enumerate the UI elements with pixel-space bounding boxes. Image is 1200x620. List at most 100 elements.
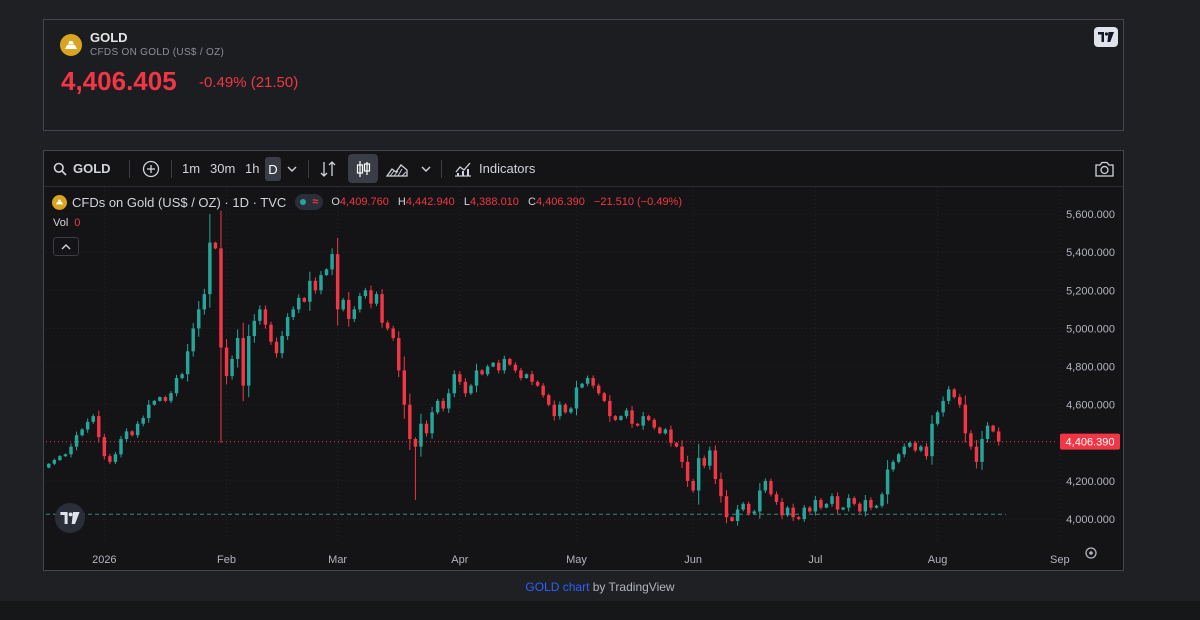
candle-body bbox=[219, 248, 223, 348]
collapse-legend-button[interactable] bbox=[53, 237, 79, 256]
candle-body bbox=[613, 416, 618, 420]
candle-body bbox=[230, 358, 234, 377]
candle-body bbox=[952, 389, 956, 398]
toolbar-divider bbox=[441, 160, 442, 178]
candle-body bbox=[585, 378, 590, 384]
x-tick-label: Sep bbox=[1050, 554, 1070, 566]
bar-replay-button[interactable] bbox=[320, 151, 336, 186]
interval-1h[interactable]: 1h bbox=[245, 161, 260, 176]
price-change: -0.49% (21.50) bbox=[199, 74, 299, 91]
interval-1m[interactable]: 1m bbox=[182, 161, 201, 176]
interval-dropdown[interactable] bbox=[287, 151, 297, 186]
low-label: L bbox=[463, 196, 470, 208]
candle-body bbox=[191, 328, 195, 352]
candle-body bbox=[724, 496, 729, 518]
candle-body bbox=[680, 446, 684, 462]
wave-icon: ≈ bbox=[312, 196, 319, 208]
candle-body bbox=[374, 294, 379, 304]
tradingview-badge-icon[interactable] bbox=[1094, 27, 1118, 47]
candle-body bbox=[308, 280, 312, 302]
candle-body bbox=[302, 297, 307, 302]
gold-chart-link[interactable]: GOLD chart bbox=[525, 580, 590, 594]
candle-body bbox=[158, 397, 162, 401]
candle-body bbox=[908, 442, 912, 447]
candle-body bbox=[124, 431, 129, 440]
candle-body bbox=[391, 328, 395, 338]
candle-body bbox=[524, 374, 529, 379]
candles-button[interactable] bbox=[348, 154, 378, 183]
candle-body bbox=[208, 242, 212, 295]
candle-body bbox=[969, 433, 973, 447]
candle-body bbox=[558, 404, 562, 417]
candle-body bbox=[130, 431, 134, 436]
x-tick-label: Mar bbox=[328, 554, 347, 566]
candle-body bbox=[491, 362, 495, 367]
candle-body bbox=[74, 435, 79, 447]
candle-body bbox=[708, 450, 712, 466]
snapshot-button[interactable] bbox=[1095, 151, 1114, 186]
candle-body bbox=[102, 437, 107, 457]
candle-body bbox=[408, 404, 412, 440]
area-chart-button[interactable] bbox=[386, 151, 408, 186]
y-tick-label: 5,400.000 bbox=[1066, 247, 1115, 259]
price-chart[interactable]: 5,600.000 5,400.000 5,200.000 5,000.000 4,80… bbox=[44, 187, 1123, 571]
candle-body bbox=[319, 275, 323, 291]
candle-body bbox=[352, 309, 357, 319]
candle-body bbox=[258, 309, 262, 321]
candle-body bbox=[813, 500, 818, 512]
chart-type-dropdown[interactable] bbox=[421, 151, 431, 186]
candle-body bbox=[58, 456, 62, 460]
candle-body bbox=[69, 446, 73, 455]
symbol-name: GOLD bbox=[90, 30, 128, 45]
candle-body bbox=[147, 404, 151, 419]
x-tick-label: May bbox=[566, 554, 587, 566]
candle-body bbox=[874, 505, 879, 508]
gold-logo-icon bbox=[60, 34, 82, 56]
change-value: −21.510 (−0.49%) bbox=[593, 196, 683, 208]
settings-gear-icon bbox=[1085, 547, 1097, 559]
candle-body bbox=[263, 309, 268, 325]
candle-body bbox=[113, 454, 118, 462]
candle-body bbox=[696, 458, 701, 491]
candle-body bbox=[485, 366, 490, 375]
candle-body bbox=[741, 503, 745, 510]
add-circle-icon bbox=[142, 160, 160, 177]
candle-body bbox=[508, 358, 512, 365]
legend-title: CFDs on Gold (US$ / OZ) · 1D · TVC bbox=[72, 194, 287, 210]
candle-body bbox=[902, 446, 906, 455]
candle-body bbox=[580, 383, 584, 388]
candle-body bbox=[430, 412, 434, 434]
candle-body bbox=[758, 490, 762, 512]
candle-body bbox=[769, 480, 773, 495]
candle-body bbox=[624, 410, 629, 417]
candle-body bbox=[841, 507, 845, 510]
gear-center bbox=[1089, 551, 1093, 555]
candle-body bbox=[569, 408, 573, 413]
volume-value: 0 bbox=[74, 217, 81, 229]
open-value: 4,409.760 bbox=[339, 196, 389, 208]
candle-body bbox=[52, 459, 57, 464]
indicators-button[interactable]: Indicators bbox=[454, 151, 535, 186]
candle-body bbox=[619, 416, 623, 420]
candle-body bbox=[574, 387, 579, 409]
chevron-down-icon bbox=[287, 166, 297, 172]
candle-body bbox=[785, 507, 790, 516]
candle-body bbox=[646, 416, 651, 420]
market-open-icon bbox=[300, 199, 307, 205]
market-status-pill[interactable]: ≈ bbox=[295, 194, 324, 210]
candle-body bbox=[869, 500, 873, 508]
interval-d[interactable]: D bbox=[265, 157, 281, 181]
symbol-search[interactable]: GOLD bbox=[53, 151, 111, 186]
candle-body bbox=[796, 517, 801, 520]
candle-body bbox=[819, 500, 823, 508]
interval-30m[interactable]: 30m bbox=[210, 161, 236, 176]
candle-body bbox=[541, 385, 545, 396]
compare-button[interactable] bbox=[142, 151, 160, 186]
candle-body bbox=[674, 442, 679, 447]
candle-body bbox=[397, 337, 401, 371]
chart-legend: CFDs on Gold (US$ / OZ) · 1D · TVC ≈ O4,… bbox=[52, 193, 688, 211]
candle-body bbox=[80, 429, 84, 436]
candle-body bbox=[341, 299, 345, 310]
candle-body bbox=[935, 412, 940, 424]
tradingview-logo-icon[interactable] bbox=[55, 503, 85, 533]
